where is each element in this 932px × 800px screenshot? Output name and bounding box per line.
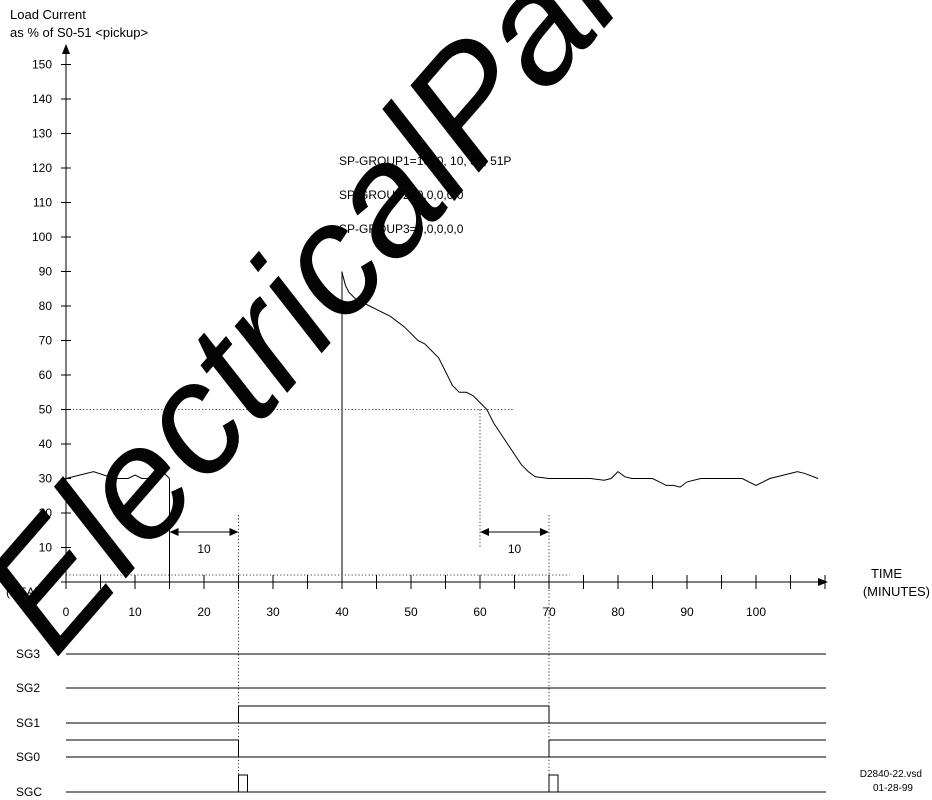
interval-arrowhead-right bbox=[540, 528, 549, 536]
interval-arrowhead-left bbox=[480, 528, 489, 536]
x-tick-label: 20 bbox=[197, 605, 211, 619]
signal-label: SG1 bbox=[16, 716, 40, 730]
signal-high-segment bbox=[238, 705, 550, 723]
x-tick-label: 100 bbox=[746, 605, 766, 619]
x-ticks: 0 10 20 30 40 50 60 70 80 90 100 bbox=[63, 575, 826, 619]
x-tick-label: 60 bbox=[473, 605, 487, 619]
signal-pulse bbox=[238, 774, 248, 792]
y-ticks: 0 10 20 30 40 50 60 70 80 90 100 110 120 130 140 150 bbox=[32, 58, 71, 589]
signal-high-segment bbox=[548, 739, 826, 757]
y-tick-label: 50 bbox=[39, 403, 53, 417]
signal-pulse bbox=[548, 774, 559, 792]
load-current-line-2 bbox=[341, 271, 819, 488]
y-zero-note: (0.5A) bbox=[6, 585, 39, 599]
x-axis-label-line2: (MINUTES) bbox=[863, 584, 930, 599]
guides bbox=[66, 271, 570, 790]
series bbox=[65, 271, 819, 488]
interval-arrowhead-right bbox=[229, 528, 239, 536]
signal-label: SG2 bbox=[16, 681, 40, 695]
y-tick-label: 140 bbox=[32, 92, 52, 106]
watermark-text: ElectricalPartManuals bbox=[0, 0, 932, 682]
interval-label: 10 bbox=[508, 542, 522, 556]
y-tick-label: 120 bbox=[32, 161, 52, 175]
y-tick-label: 20 bbox=[39, 506, 53, 520]
y-tick-label: 70 bbox=[39, 334, 53, 348]
x-tick-label: 90 bbox=[680, 605, 694, 619]
x-tick-label: 70 bbox=[542, 605, 556, 619]
x-tick-label: 30 bbox=[266, 605, 280, 619]
y-axis-label-line1: Load Current bbox=[10, 7, 86, 22]
signal-high-segment bbox=[66, 739, 239, 757]
y-tick-label: 60 bbox=[39, 368, 53, 382]
x-axis-arrow bbox=[818, 578, 828, 586]
x-axis-label-line1: TIME bbox=[871, 566, 902, 581]
signals: SG3 SG2 SG1 SG0 SGC bbox=[16, 647, 826, 799]
sp-group1-label: SP-GROUP1=10, 0, 10, 50, 51P bbox=[339, 154, 511, 168]
sp-group3-label: SP-GROUP3=0,0,0,0,0 bbox=[339, 222, 464, 236]
y-tick-label: 100 bbox=[32, 230, 52, 244]
sp-group2-label: SP-GROUP2=0,0,0,0,0 bbox=[339, 188, 464, 202]
y-tick-label: 80 bbox=[39, 299, 53, 313]
interval-label: 10 bbox=[197, 542, 211, 556]
y-tick-label: 130 bbox=[32, 127, 52, 141]
interval-arrowhead-left bbox=[169, 528, 179, 536]
x-tick-label: 0 bbox=[63, 605, 70, 619]
signal-label: SG3 bbox=[16, 647, 40, 661]
x-tick-label: 40 bbox=[335, 605, 349, 619]
y-tick-label: 0 bbox=[45, 575, 52, 589]
load-current-line-1 bbox=[65, 470, 170, 479]
y-axis-label-line2: as % of S0-51 <pickup> bbox=[10, 25, 148, 40]
signal-label: SG0 bbox=[16, 750, 40, 764]
y-tick-label: 40 bbox=[39, 437, 53, 451]
y-axis-arrow bbox=[62, 44, 70, 54]
signal-label: SGC bbox=[16, 785, 42, 799]
y-tick-label: 30 bbox=[39, 472, 53, 486]
x-tick-label: 50 bbox=[404, 605, 418, 619]
y-tick-label: 110 bbox=[33, 196, 52, 210]
y-tick-label: 150 bbox=[32, 58, 52, 72]
y-tick-label: 90 bbox=[39, 265, 53, 279]
intervals: 10 10 bbox=[169, 528, 549, 556]
x-tick-label: 80 bbox=[611, 605, 625, 619]
doc-id-line1: D2840-22.vsd bbox=[860, 769, 922, 780]
x-tick-label: 10 bbox=[128, 605, 142, 619]
y-tick-label: 10 bbox=[39, 541, 53, 555]
doc-id-line2: 01-28-99 bbox=[873, 783, 913, 794]
